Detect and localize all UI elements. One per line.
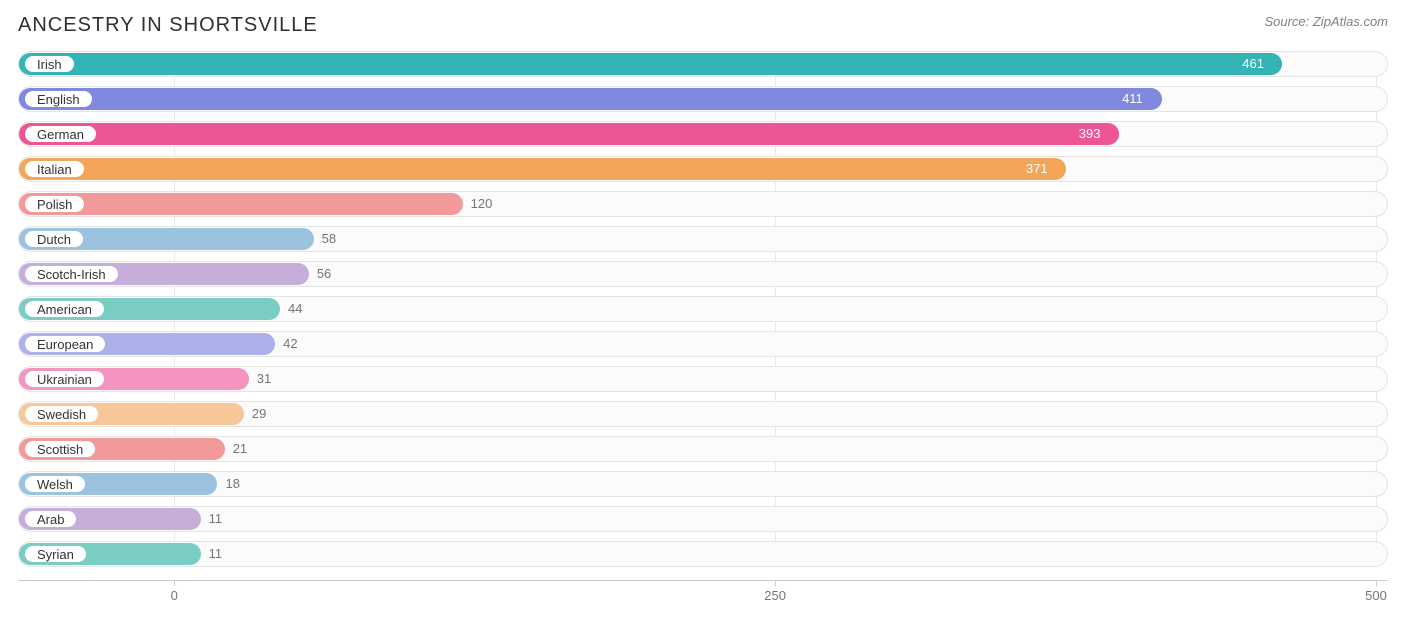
chart-source: Source: ZipAtlas.com <box>1264 14 1388 29</box>
bar-value: 461 <box>1242 51 1264 77</box>
axis-tick <box>1376 580 1377 586</box>
bar-fill <box>19 158 1066 180</box>
bar-label: Italian <box>24 160 85 178</box>
bar-row: European 42 <box>18 331 1388 357</box>
axis-tick <box>775 580 776 586</box>
bar-row: Italian 371 <box>18 156 1388 182</box>
bar-value: 393 <box>1079 121 1101 147</box>
axis-tick-label: 500 <box>1365 588 1387 603</box>
bar-row: Scottish 21 <box>18 436 1388 462</box>
bar-row: Polish 120 <box>18 191 1388 217</box>
bars-area: Irish 461 English 411 German 393 Italian 371 Pol… <box>18 51 1388 576</box>
bar-label: German <box>24 125 97 143</box>
bar-row: Welsh 18 <box>18 471 1388 497</box>
bar-row: Scotch-Irish 56 <box>18 261 1388 287</box>
bar-value: 18 <box>225 471 239 497</box>
axis-tick <box>174 580 175 586</box>
bar-label: Scottish <box>24 440 96 458</box>
bar-row: Swedish 29 <box>18 401 1388 427</box>
bar-row: English 411 <box>18 86 1388 112</box>
bar-row: Ukrainian 31 <box>18 366 1388 392</box>
bar-label: Syrian <box>24 545 87 563</box>
bar-value: 42 <box>283 331 297 357</box>
bar-label: Ukrainian <box>24 370 105 388</box>
bar-label: Polish <box>24 195 85 213</box>
bar-label: Welsh <box>24 475 86 493</box>
bar-label: English <box>24 90 93 108</box>
bar-fill <box>19 123 1119 145</box>
bar-label: Arab <box>24 510 77 528</box>
bar-fill <box>19 88 1162 110</box>
bar-value: 21 <box>233 436 247 462</box>
bar-row: Dutch 58 <box>18 226 1388 252</box>
bar-label: Swedish <box>24 405 99 423</box>
bar-value: 58 <box>322 226 336 252</box>
bar-row: Syrian 11 <box>18 541 1388 567</box>
bar-value: 56 <box>317 261 331 287</box>
bar-track <box>18 471 1388 497</box>
bar-track <box>18 506 1388 532</box>
bar-row: American 44 <box>18 296 1388 322</box>
x-axis: 0 250 500 <box>18 580 1388 610</box>
bar-fill <box>19 53 1282 75</box>
bar-value: 411 <box>1122 86 1143 112</box>
bar-label: American <box>24 300 105 318</box>
chart-title: ANCESTRY IN SHORTSVILLE <box>18 14 318 37</box>
bar-label: Irish <box>24 55 75 73</box>
bar-label: European <box>24 335 106 353</box>
chart-header: ANCESTRY IN SHORTSVILLE Source: ZipAtlas… <box>18 14 1388 37</box>
bar-value: 29 <box>252 401 266 427</box>
bar-label: Scotch-Irish <box>24 265 119 283</box>
bar-value: 11 <box>209 541 223 567</box>
axis-line <box>18 580 1388 581</box>
bar-label: Dutch <box>24 230 84 248</box>
bar-value: 371 <box>1026 156 1048 182</box>
chart-container: ANCESTRY IN SHORTSVILLE Source: ZipAtlas… <box>0 0 1406 644</box>
axis-tick-label: 0 <box>171 588 178 603</box>
bar-value: 31 <box>257 366 271 392</box>
bar-row: Irish 461 <box>18 51 1388 77</box>
bar-value: 11 <box>209 506 223 532</box>
bar-value: 44 <box>288 296 302 322</box>
bar-value: 120 <box>471 191 493 217</box>
bar-row: Arab 11 <box>18 506 1388 532</box>
bar-track <box>18 541 1388 567</box>
bar-row: German 393 <box>18 121 1388 147</box>
bar-fill <box>19 193 463 215</box>
axis-tick-label: 250 <box>764 588 786 603</box>
